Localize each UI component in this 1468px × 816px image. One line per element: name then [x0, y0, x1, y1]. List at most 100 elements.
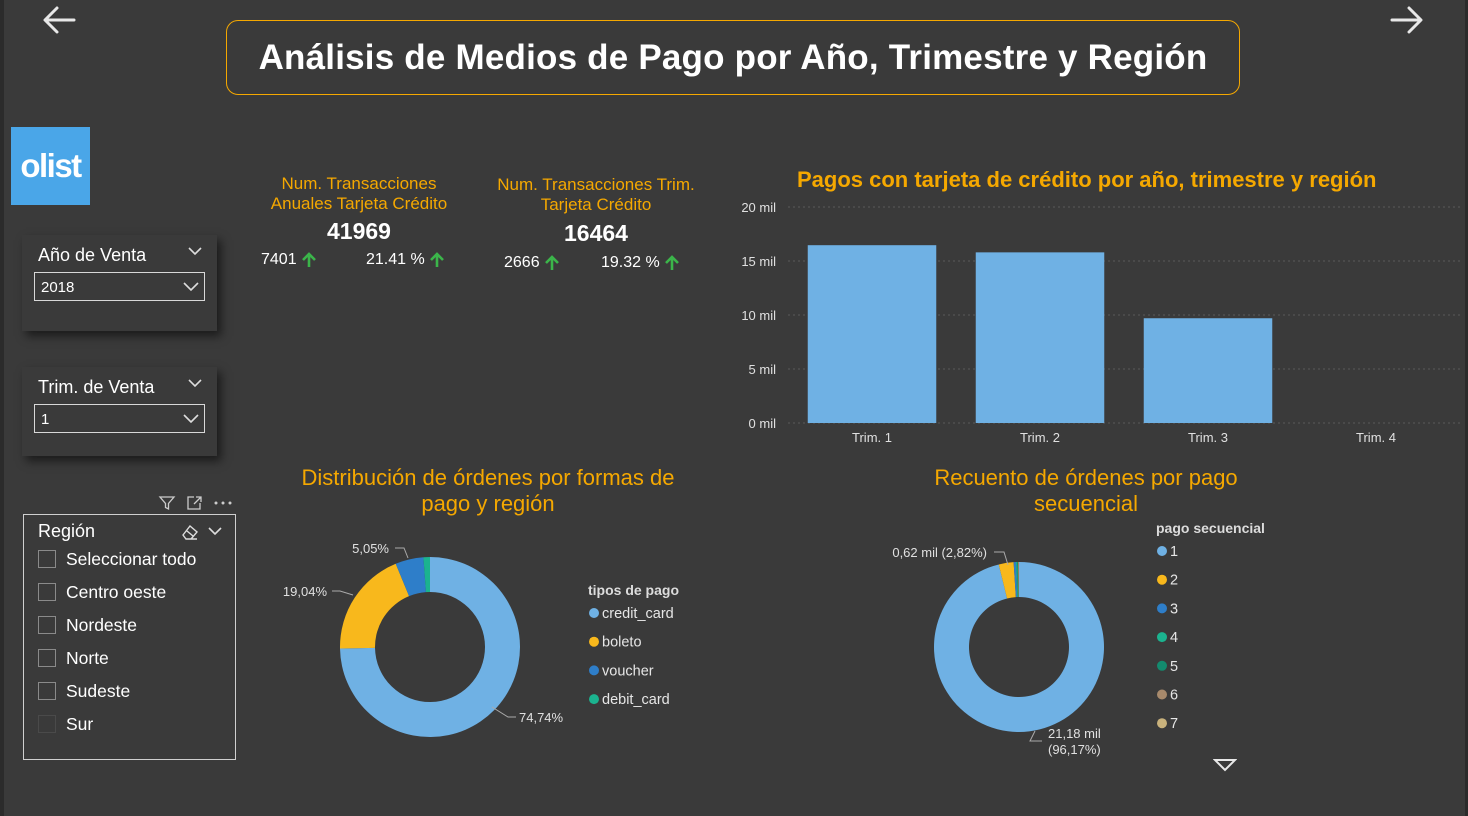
report-title: Análisis de Medios de Pago por Año, Trim… [258, 37, 1208, 77]
legend-marker [1157, 689, 1167, 700]
year-dropdown-value: 2018 [41, 279, 75, 296]
bar[interactable] [1143, 318, 1273, 423]
kpi-delta-value: 2666 [504, 254, 540, 271]
donut-slice-2[interactable] [998, 562, 1016, 599]
checkbox[interactable] [38, 649, 56, 667]
y-tick-label: 5 mil [749, 362, 777, 377]
kpi-title-line: Num. Transacciones Trim. [497, 175, 695, 194]
legend-item[interactable]: 5 [1170, 659, 1178, 675]
region-slicer-label: Región [38, 521, 96, 541]
legend-marker [1157, 574, 1167, 585]
y-tick-label: 15 mil [741, 254, 776, 269]
donut-slice-4[interactable] [1016, 562, 1019, 598]
x-tick-label: Trim. 3 [1188, 430, 1228, 445]
chevron-down-icon[interactable] [187, 243, 203, 259]
x-tick-label: Trim. 1 [852, 430, 892, 445]
checkbox[interactable] [38, 550, 56, 568]
eraser-icon[interactable] [180, 523, 200, 541]
scroll-down-icon[interactable] [1213, 757, 1237, 773]
kpi-annual-title: Num. Transacciones Anuales Tarjeta Crédi… [244, 174, 474, 214]
legend-item[interactable]: credit_card [602, 606, 674, 622]
bar-chart-title: Pagos con tarjeta de crédito por año, tr… [797, 167, 1377, 192]
slice-label: 5,05% [352, 541, 389, 556]
checkbox[interactable] [38, 583, 56, 601]
payment-type-chart-title: Distribución de órdenes por formas de pa… [280, 465, 696, 517]
leader-line [491, 706, 516, 718]
quarter-slicer-label: Trim. de Venta [38, 377, 155, 397]
donut-slice-3[interactable] [1013, 562, 1018, 598]
legend-item[interactable]: voucher [602, 663, 654, 679]
chevron-down-icon[interactable] [207, 523, 223, 539]
more-options-icon[interactable] [213, 495, 233, 511]
region-option-nordeste[interactable]: Nordeste [38, 614, 137, 636]
legend-marker [589, 636, 599, 647]
x-tick-label: Trim. 4 [1356, 430, 1396, 445]
legend-marker [1157, 660, 1167, 671]
legend-marker [589, 608, 599, 618]
legend-item[interactable]: 6 [1170, 688, 1178, 704]
arrow-left-icon[interactable] [40, 2, 80, 42]
olist-logo: olist [11, 127, 90, 205]
region-option-sur[interactable]: Sur [38, 713, 93, 735]
region-option-centro-oeste[interactable]: Centro oeste [38, 581, 166, 603]
filter-icon[interactable] [158, 495, 176, 511]
legend-item[interactable]: debit_card [602, 692, 670, 708]
legend-item[interactable]: 2 [1170, 573, 1178, 589]
kpi-pct-value: 19.32 % [601, 254, 660, 271]
donut-slice-voucher[interactable] [395, 557, 426, 597]
region-option-label: Sudeste [66, 680, 131, 701]
donut-slice-5[interactable] [1017, 562, 1019, 598]
arrow-up-icon [301, 252, 316, 267]
legend-marker [1157, 718, 1167, 729]
checkbox[interactable] [38, 682, 56, 700]
arrow-up-icon [429, 252, 444, 267]
bar[interactable] [975, 252, 1105, 423]
donut-slice-debit_card[interactable] [423, 557, 430, 593]
legend-marker [1157, 632, 1167, 643]
region-option-norte[interactable]: Norte [38, 647, 109, 669]
checkbox[interactable] [38, 616, 56, 634]
legend-item[interactable]: 4 [1170, 630, 1178, 646]
kpi-delta-value: 7401 [261, 251, 297, 268]
region-slicer: Región Seleccionar todo Centro oeste Nor… [23, 514, 236, 760]
x-tick-label: Trim. 2 [1020, 430, 1060, 445]
quarter-dropdown[interactable]: 1 [34, 404, 205, 433]
region-option-sudeste[interactable]: Sudeste [38, 680, 130, 702]
kpi-quarter-delta: 2666 [504, 254, 560, 272]
checkbox[interactable] [38, 715, 56, 733]
bar[interactable] [807, 245, 937, 423]
focus-mode-icon[interactable] [186, 495, 204, 511]
region-option-label: Centro oeste [66, 581, 167, 602]
donut-slice-boleto[interactable] [340, 563, 410, 649]
kpi-title-line: Tarjeta Crédito [540, 195, 652, 214]
kpi-quarter-value: 16464 [564, 220, 628, 246]
kpi-quarter-title: Num. Transacciones Trim. Tarjeta Crédito [481, 175, 711, 215]
donut-slice-1[interactable] [934, 562, 1104, 732]
leader-line [332, 590, 354, 596]
y-tick-label: 20 mil [741, 200, 776, 215]
logo-text: olist [20, 147, 82, 184]
region-option-label: Sur [66, 713, 94, 734]
arrow-right-icon[interactable] [1386, 2, 1426, 42]
donut-slice-credit_card[interactable] [340, 557, 520, 737]
kpi-quarter-pct: 19.32 % [601, 254, 680, 272]
legend-item[interactable]: 1 [1170, 544, 1178, 560]
legend-item[interactable]: 3 [1170, 601, 1178, 617]
slice-label: 21,18 mil [1048, 726, 1101, 741]
leader-line [395, 547, 409, 559]
region-option-label: Nordeste [66, 614, 138, 635]
legend-item[interactable]: boleto [602, 635, 642, 651]
kpi-title-line: Anuales Tarjeta Crédito [270, 194, 448, 213]
chevron-down-icon[interactable] [187, 375, 203, 391]
region-option-select-all[interactable]: Seleccionar todo [38, 548, 196, 570]
arrow-up-icon [544, 255, 559, 270]
y-tick-label: 0 mil [749, 416, 777, 431]
chart-title-line: Distribución de órdenes por formas de [301, 465, 675, 490]
legend-item[interactable]: 7 [1170, 716, 1178, 732]
year-slicer: Año de Venta 2018 [22, 235, 217, 331]
donut-slice-6[interactable] [1018, 562, 1019, 598]
arrow-up-icon [664, 255, 679, 270]
year-dropdown[interactable]: 2018 [34, 272, 205, 301]
